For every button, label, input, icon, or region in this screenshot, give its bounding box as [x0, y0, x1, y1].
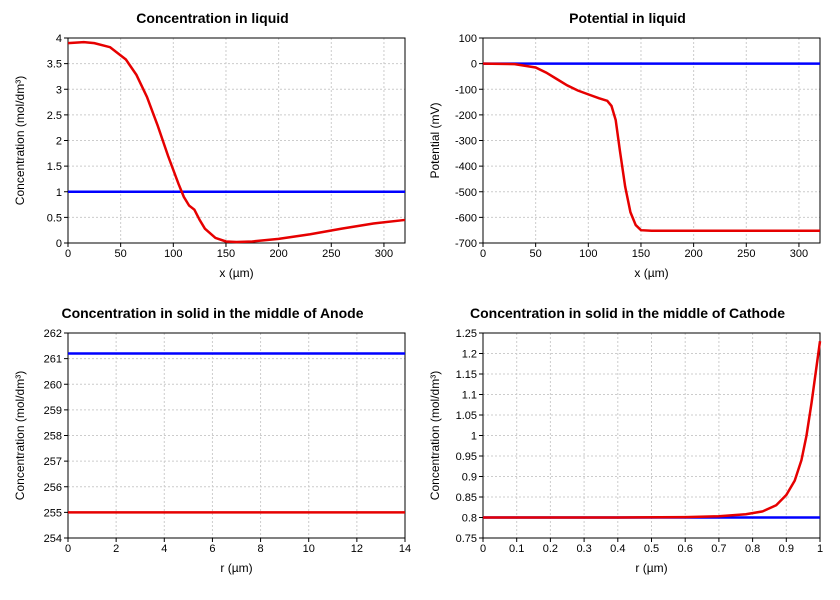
svg-text:12: 12	[351, 543, 363, 555]
svg-text:0.2: 0.2	[543, 543, 558, 555]
svg-text:0.7: 0.7	[711, 543, 726, 555]
svg-text:150: 150	[632, 248, 650, 260]
svg-text:0: 0	[480, 248, 486, 260]
svg-text:r (µm): r (µm)	[220, 561, 252, 575]
svg-text:260: 260	[44, 379, 62, 391]
panel-conc-liquid: Concentration in liquid 0 50 100 150 200 250 3…	[10, 10, 415, 295]
svg-conc-cathode: 0 0.1 0.2 0.3 0.4 0.5 0.6 0.7 0.8 0.9 1 0.75 0.8 0.85…	[425, 325, 830, 580]
svg-text:100: 100	[164, 248, 182, 260]
svg-text:3.5: 3.5	[47, 59, 62, 71]
chart-grid: Concentration in liquid 0501001502002503…	[10, 10, 830, 590]
svg-text:4: 4	[56, 33, 62, 45]
svg-conc-anode: 0 2 4 6 8 10 12 14 254 255 256 257 258 259 260 261 262 r …	[10, 325, 415, 580]
svg-potential-liquid: 0 50 100 150 200 250 300 -700 -600 -500 -400 -300 -2…	[425, 30, 830, 285]
svg-text:261: 261	[44, 354, 62, 366]
svg-text:-700: -700	[455, 238, 477, 250]
svg-text:-400: -400	[455, 161, 477, 173]
title-conc-anode: Concentration in solid in the middle of …	[10, 305, 415, 321]
svg-text:255: 255	[44, 507, 62, 519]
panel-conc-cathode: Concentration in solid in the middle of …	[425, 305, 830, 590]
svg-text:0.8: 0.8	[462, 513, 477, 525]
svg-text:0.5: 0.5	[47, 212, 62, 224]
svg-text:0.3: 0.3	[576, 543, 591, 555]
svg-text:0.4: 0.4	[610, 543, 625, 555]
svg-text:1.2: 1.2	[462, 349, 477, 361]
svg-text:-500: -500	[455, 187, 477, 199]
svg-text:x (µm): x (µm)	[219, 266, 253, 280]
svg-text:Concentration (mol/dm³): Concentration (mol/dm³)	[13, 76, 27, 205]
svg-text:0: 0	[65, 248, 71, 260]
svg-text:1.5: 1.5	[47, 161, 62, 173]
svg-text:1: 1	[471, 431, 477, 443]
svg-text:258: 258	[44, 431, 62, 443]
svg-text:Potential (mV): Potential (mV)	[428, 102, 442, 178]
svg-text:-300: -300	[455, 136, 477, 148]
svg-text:1.05: 1.05	[456, 410, 477, 422]
svg-text:0.5: 0.5	[644, 543, 659, 555]
svg-text:2.5: 2.5	[47, 110, 62, 122]
svg-text:200: 200	[684, 248, 702, 260]
svg-text:1: 1	[817, 543, 823, 555]
svg-text:262: 262	[44, 328, 62, 340]
svg-text:8: 8	[258, 543, 264, 555]
svg-text:0: 0	[471, 59, 477, 71]
svg-text:2: 2	[56, 136, 62, 148]
svg-text:0: 0	[56, 238, 62, 250]
svg-text:100: 100	[459, 33, 477, 45]
panel-potential-liquid: Potential in liquid 0 50 100 150 200 250 300 -7…	[425, 10, 830, 295]
svg-text:6: 6	[209, 543, 215, 555]
svg-text:1.25: 1.25	[456, 328, 477, 340]
title-conc-cathode: Concentration in solid in the middle of …	[425, 305, 830, 321]
svg-text:300: 300	[375, 248, 393, 260]
svg-text:1: 1	[56, 187, 62, 199]
svg-text:300: 300	[790, 248, 808, 260]
svg-text:0.95: 0.95	[456, 451, 477, 463]
svg-text:Concentration (mol/dm³): Concentration (mol/dm³)	[13, 371, 27, 500]
svg-text:254: 254	[44, 533, 62, 545]
svg-text:3: 3	[56, 84, 62, 96]
svg-conc-liquid: 0 50 100 150 200 250 300 0 0.5 1 1.5 2 2.5 3 3.5 4 x (µm…	[10, 30, 415, 285]
svg-text:-100: -100	[455, 84, 477, 96]
svg-text:0.75: 0.75	[456, 533, 477, 545]
svg-text:r (µm): r (µm)	[635, 561, 667, 575]
svg-text:1.15: 1.15	[456, 369, 477, 381]
svg-text:14: 14	[399, 543, 411, 555]
svg-text:0: 0	[480, 543, 486, 555]
title-conc-liquid: Concentration in liquid	[10, 10, 415, 26]
svg-text:50: 50	[530, 248, 542, 260]
svg-text:256: 256	[44, 482, 62, 494]
svg-text:2: 2	[113, 543, 119, 555]
svg-text:0.6: 0.6	[678, 543, 693, 555]
svg-text:-200: -200	[455, 110, 477, 122]
svg-text:100: 100	[579, 248, 597, 260]
svg-text:0.9: 0.9	[462, 472, 477, 484]
svg-text:4: 4	[161, 543, 167, 555]
svg-text:200: 200	[269, 248, 287, 260]
svg-text:10: 10	[303, 543, 315, 555]
panel-conc-anode: Concentration in solid in the middle of …	[10, 305, 415, 590]
svg-text:150: 150	[217, 248, 235, 260]
svg-text:0: 0	[65, 543, 71, 555]
svg-text:0.85: 0.85	[456, 492, 477, 504]
svg-text:-600: -600	[455, 212, 477, 224]
title-potential-liquid: Potential in liquid	[425, 10, 830, 26]
svg-text:257: 257	[44, 456, 62, 468]
svg-text:250: 250	[737, 248, 755, 260]
svg-text:Concentration (mol/dm³): Concentration (mol/dm³)	[428, 371, 442, 500]
svg-text:250: 250	[322, 248, 340, 260]
svg-text:1.1: 1.1	[462, 390, 477, 402]
svg-text:0.1: 0.1	[509, 543, 524, 555]
svg-text:50: 50	[115, 248, 127, 260]
svg-text:0.9: 0.9	[779, 543, 794, 555]
svg-text:0.8: 0.8	[745, 543, 760, 555]
svg-text:x (µm): x (µm)	[634, 266, 668, 280]
svg-text:259: 259	[44, 405, 62, 417]
